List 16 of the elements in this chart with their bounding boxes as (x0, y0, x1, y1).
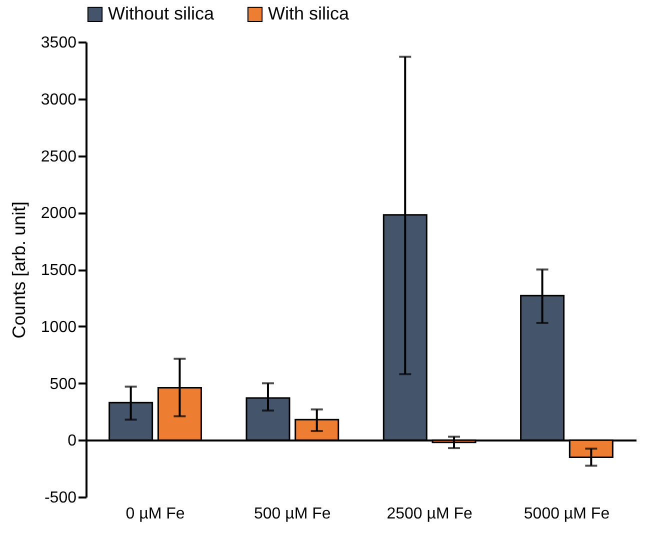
y-tick-label: 0 (68, 432, 77, 450)
y-tick-label: -500 (44, 490, 77, 506)
x-tick-label: 0 µM Fe (126, 506, 185, 522)
x-tick-label: 2500 µM Fe (386, 506, 473, 522)
y-tick-label: 2500 (40, 148, 77, 166)
y-tick-label: 3000 (40, 91, 77, 108)
legend-label: With silica (268, 3, 350, 24)
y-tick-label: 1500 (40, 262, 77, 279)
legend-label: Without silica (108, 3, 216, 24)
y-tick-label: 3500 (40, 34, 77, 52)
y-axis-title: Counts [arb. unit] (8, 201, 29, 339)
x-tick-label: 5000 µM Fe (524, 506, 610, 522)
x-tick-label: 500 µM Fe (254, 506, 331, 522)
y-tick-label: 2000 (40, 205, 77, 222)
y-tick-label: 1000 (40, 318, 77, 336)
y-tick-label: 500 (50, 376, 77, 393)
